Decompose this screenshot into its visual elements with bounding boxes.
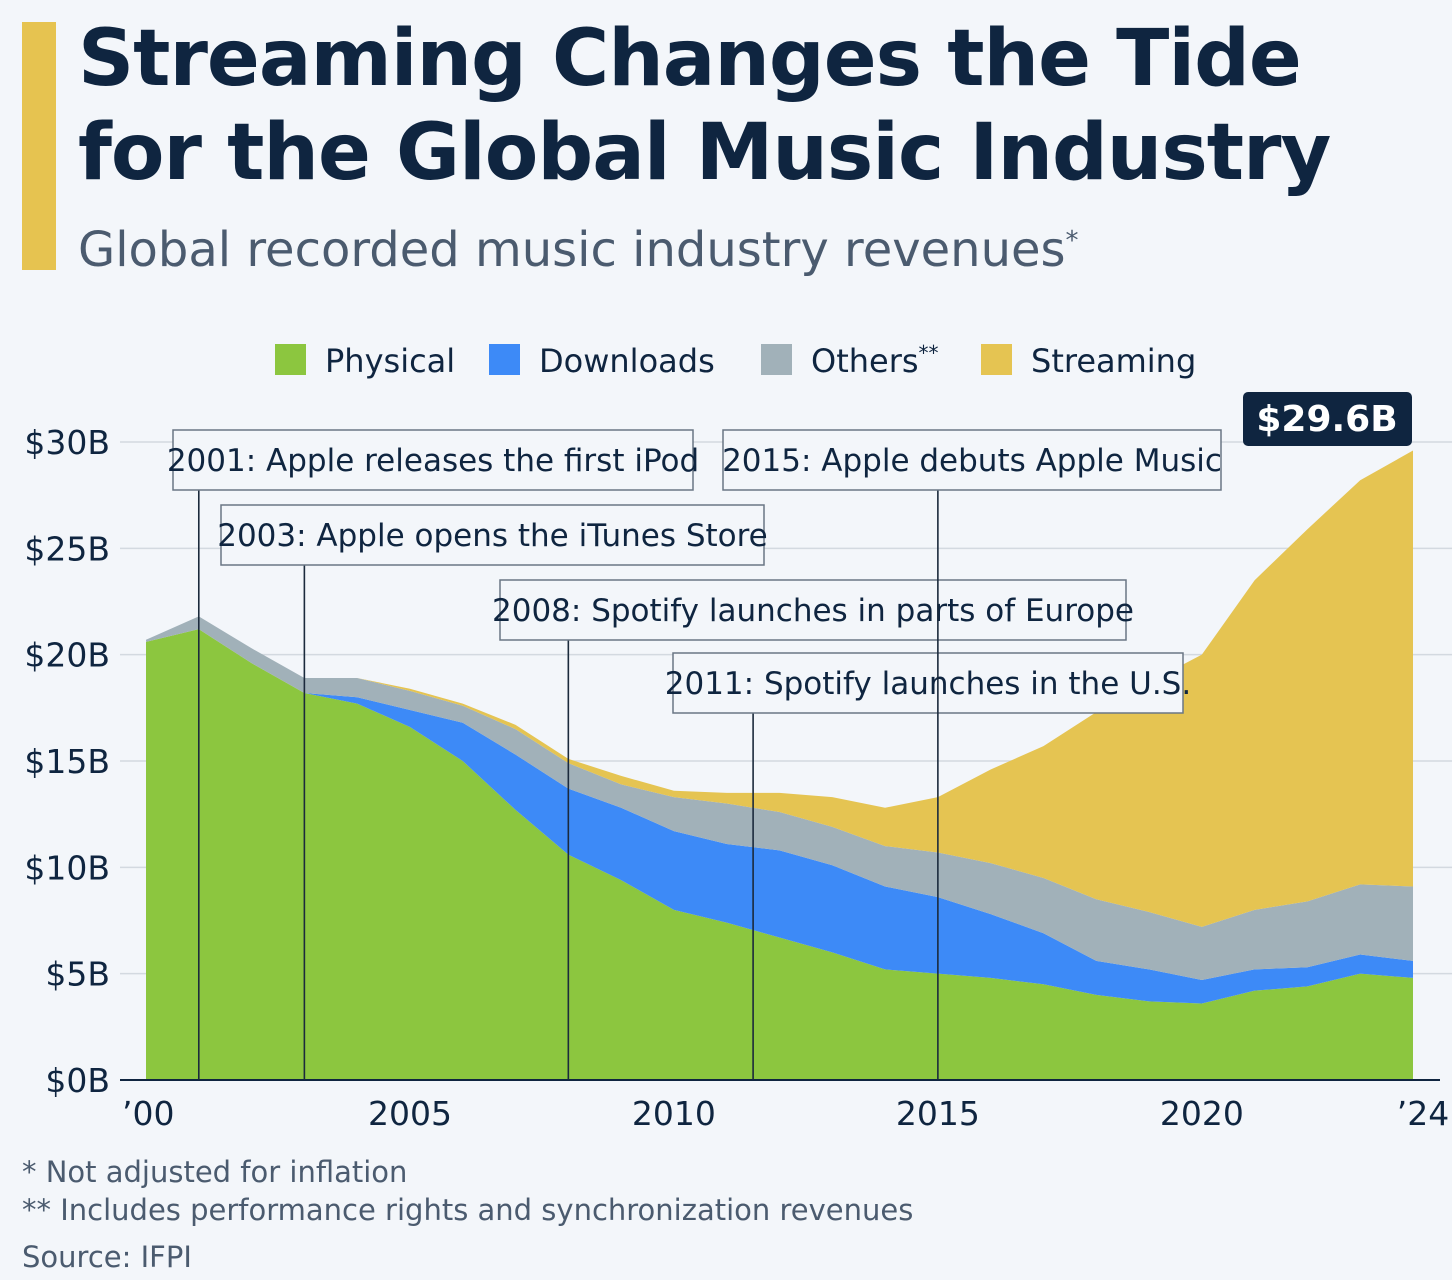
title-line-2: for the Global Music Industry xyxy=(78,108,1331,198)
y-tick-label: $15B xyxy=(24,742,110,781)
y-tick-label: $0B xyxy=(45,1061,110,1100)
x-tick-label: ’24 xyxy=(1397,1094,1449,1133)
annotation-box xyxy=(172,429,694,491)
y-tick-label: $30B xyxy=(24,423,110,462)
title-line-1: Streaming Changes the Tide xyxy=(78,14,1302,104)
subtitle-text: Global recorded music industry revenues xyxy=(78,222,1066,278)
chart-subtitle: Global recorded music industry revenues* xyxy=(78,222,1079,278)
subtitle-mark: * xyxy=(1065,226,1079,256)
y-tick-label: $10B xyxy=(24,848,110,887)
annotation-text: 2001: Apple releases the first iPod xyxy=(167,443,699,479)
annotation-text: 2003: Apple opens the iTunes Store xyxy=(217,518,768,554)
y-tick-label: $5B xyxy=(45,955,110,994)
legend-swatch-downloads xyxy=(489,344,520,375)
x-tick-label: ’00 xyxy=(122,1094,174,1133)
annotation-text: 2015: Apple debuts Apple Music xyxy=(722,443,1222,479)
annotation-box xyxy=(672,652,1184,714)
x-tick-label: 2015 xyxy=(896,1094,980,1133)
y-tick-label: $25B xyxy=(24,529,110,568)
x-tick-label: 2020 xyxy=(1160,1094,1244,1133)
legend-swatch-streaming xyxy=(981,344,1012,375)
source: Source: IFPI xyxy=(22,1240,192,1274)
total-label-box xyxy=(1243,392,1412,446)
annotation-text: 2011: Spotify launches in the U.S. xyxy=(665,666,1191,702)
area-physical xyxy=(146,629,1413,1080)
legend-label-streaming: Streaming xyxy=(1031,342,1196,380)
area-streaming xyxy=(146,450,1413,927)
legend-label-others: Others** xyxy=(811,341,939,380)
x-tick-label: 2005 xyxy=(368,1094,452,1133)
footnote-1: * Not adjusted for inflation xyxy=(22,1155,408,1189)
legend-label-downloads: Downloads xyxy=(539,342,715,380)
accent-bar xyxy=(22,22,56,270)
footnote-2: ** Includes performance rights and synch… xyxy=(22,1193,914,1227)
annotation-box xyxy=(722,429,1222,491)
legend-label-physical: Physical xyxy=(325,342,455,380)
area-others xyxy=(146,616,1413,981)
legend-swatch-others xyxy=(761,344,792,375)
legend-swatch-physical xyxy=(275,344,306,375)
total-label: $29.6B xyxy=(1256,399,1397,440)
annotation-box xyxy=(499,579,1127,641)
chart-title: Streaming Changes the Tide for the Globa… xyxy=(78,12,1331,200)
y-tick-label: $20B xyxy=(24,636,110,675)
x-tick-label: 2010 xyxy=(632,1094,716,1133)
annotation-box xyxy=(220,504,765,566)
annotation-text: 2008: Spotify launches in parts of Europ… xyxy=(492,593,1134,629)
